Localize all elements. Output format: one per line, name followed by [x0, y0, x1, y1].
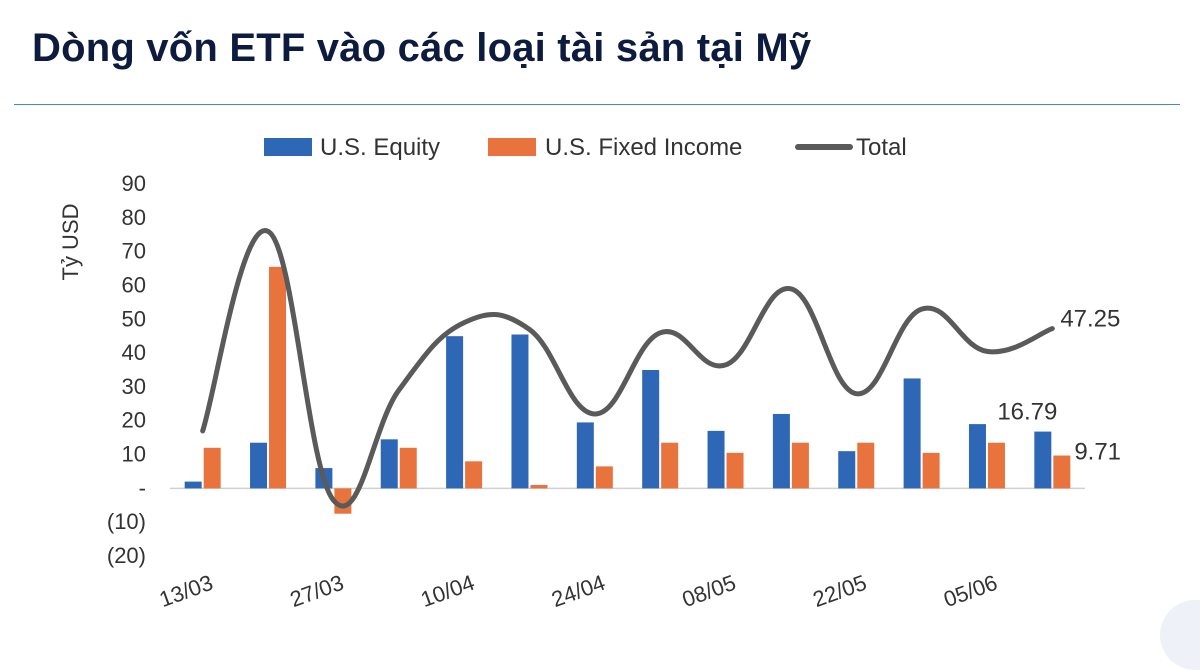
- total-line: [200, 228, 1055, 509]
- x-tick-label: 10/04: [417, 570, 477, 612]
- bar-equity: [576, 422, 594, 489]
- bar-equity: [707, 430, 725, 489]
- y-tick-label: 60: [122, 272, 146, 297]
- x-tick-label: 24/04: [548, 570, 608, 612]
- bar-equity: [838, 451, 856, 489]
- y-tick-label: (10): [107, 509, 146, 534]
- bar-fixed-income: [1053, 455, 1071, 489]
- data-label: 16.79: [997, 399, 1057, 426]
- bar-fixed-income: [269, 266, 287, 489]
- bar-fixed-income: [857, 442, 875, 489]
- legend-label-equity: U.S. Equity: [320, 134, 440, 161]
- page-title: Dòng vốn ETF vào các loại tài sản tại Mỹ: [32, 26, 812, 70]
- y-tick-label: -: [139, 475, 146, 500]
- y-tick-label: 20: [122, 408, 146, 433]
- legend-swatch-fixed-income: [488, 138, 536, 156]
- bar-equity: [250, 442, 268, 489]
- y-tick-label: 70: [122, 239, 146, 264]
- y-tick-label: 80: [122, 205, 146, 230]
- y-tick-label: 30: [122, 374, 146, 399]
- bar-equity: [968, 424, 986, 489]
- legend-label-fixed-income: U.S. Fixed Income: [545, 134, 742, 161]
- bar-fixed-income: [791, 442, 809, 489]
- legend-swatch-equity: [264, 138, 312, 156]
- bar-equity: [772, 413, 790, 489]
- bar-fixed-income: [530, 484, 548, 489]
- bar-fixed-income: [922, 452, 940, 489]
- bar-equity: [380, 439, 398, 489]
- x-tick-label: 13/03: [156, 570, 216, 612]
- y-axis-title: Tỷ USD: [58, 204, 83, 281]
- bar-fixed-income: [661, 442, 679, 489]
- bar-equity: [1034, 431, 1052, 489]
- y-tick-label: 10: [122, 442, 146, 467]
- y-tick-label: (20): [107, 543, 146, 568]
- x-tick-label: 27/03: [287, 570, 347, 612]
- x-tick-label: 22/05: [810, 570, 870, 612]
- bar-fixed-income: [726, 452, 744, 489]
- bar-fixed-income: [465, 461, 483, 489]
- x-tick-label: 08/05: [679, 570, 739, 612]
- bar-equity: [184, 481, 202, 489]
- y-tick-label: 40: [122, 340, 146, 365]
- y-tick-label: 90: [122, 171, 146, 196]
- bar-equity: [903, 378, 921, 489]
- bar-fixed-income: [203, 447, 221, 489]
- title-divider: [14, 104, 1180, 105]
- data-label: 9.71: [1074, 439, 1121, 466]
- bar-equity: [446, 336, 464, 489]
- etf-flow-chart: U.S. Equity U.S. Fixed Income Total Tỷ USD 9…: [58, 134, 1121, 612]
- data-label: 47.25: [1060, 306, 1120, 333]
- x-tick-label: 05/06: [940, 570, 1000, 612]
- bar-equity: [642, 370, 660, 489]
- legend-label-total: Total: [856, 134, 907, 161]
- bar-fixed-income: [399, 447, 417, 489]
- bar-fixed-income: [987, 442, 1005, 489]
- y-tick-label: 50: [122, 306, 146, 331]
- bar-equity: [511, 334, 529, 489]
- bar-fixed-income: [595, 466, 613, 489]
